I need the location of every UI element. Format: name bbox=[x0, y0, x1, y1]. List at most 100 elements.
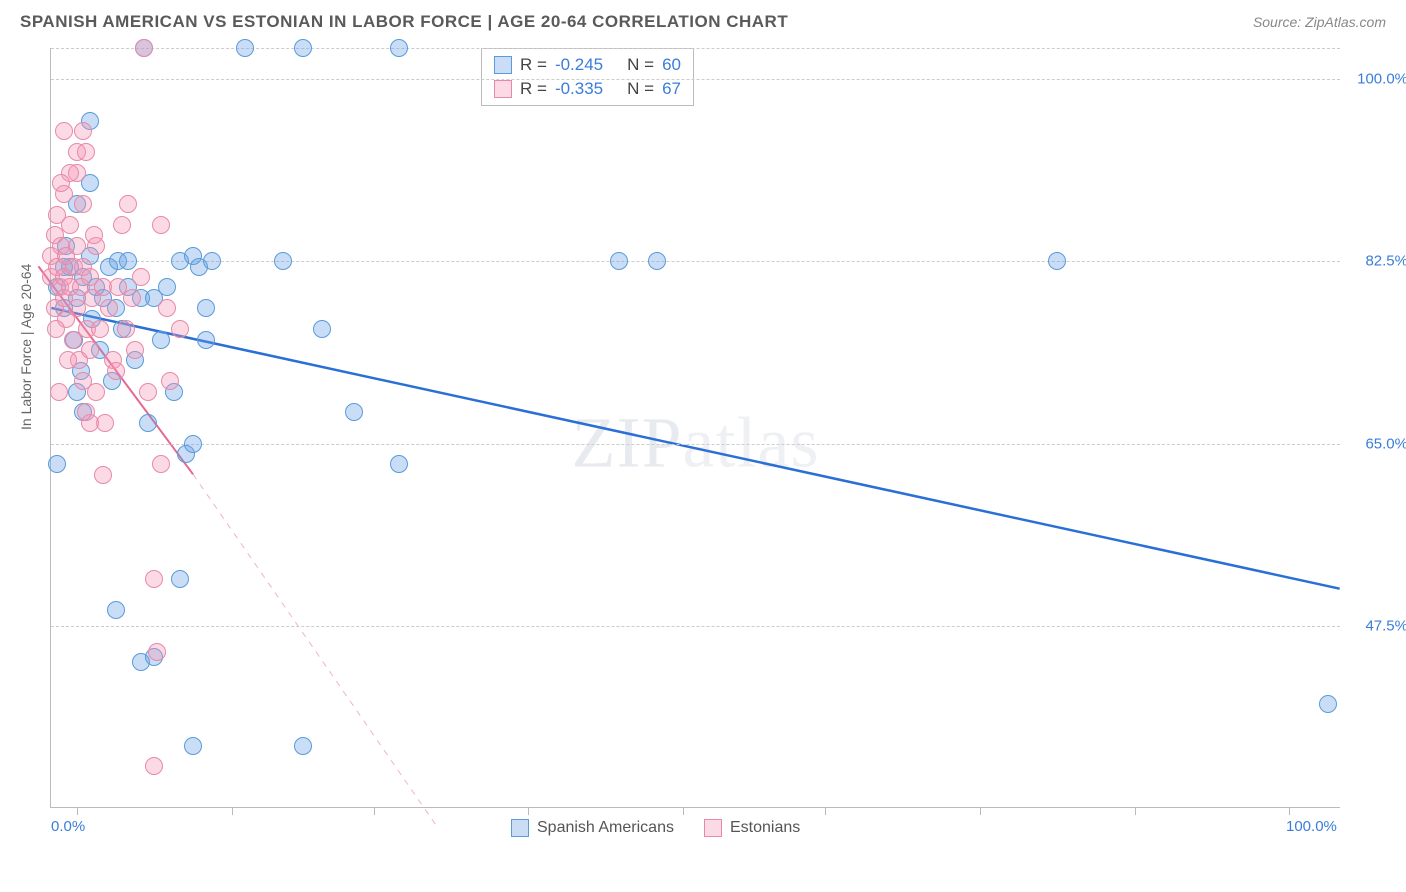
scatter-point bbox=[1048, 252, 1066, 270]
scatter-point bbox=[158, 299, 176, 317]
scatter-point bbox=[610, 252, 628, 270]
scatter-point bbox=[139, 414, 157, 432]
scatter-point bbox=[648, 252, 666, 270]
x-tick bbox=[825, 807, 826, 815]
scatter-point bbox=[294, 737, 312, 755]
swatch-icon bbox=[494, 56, 512, 74]
watermark-part1: ZIP bbox=[572, 402, 683, 482]
x-tick bbox=[528, 807, 529, 815]
stats-legend-box: R = -0.245 N = 60 R = -0.335 N = 67 bbox=[481, 48, 694, 106]
scatter-point bbox=[345, 403, 363, 421]
n-label: N = bbox=[627, 55, 654, 75]
scatter-point bbox=[47, 320, 65, 338]
scatter-point bbox=[132, 268, 150, 286]
n-value: 60 bbox=[662, 55, 681, 75]
chart-source: Source: ZipAtlas.com bbox=[1253, 14, 1386, 30]
scatter-point bbox=[161, 372, 179, 390]
scatter-point bbox=[171, 570, 189, 588]
x-tick bbox=[374, 807, 375, 815]
legend-item: Spanish Americans bbox=[511, 819, 674, 837]
legend-item: Estonians bbox=[704, 819, 800, 837]
stats-row: R = -0.245 N = 60 bbox=[494, 53, 681, 77]
y-tick-label: 82.5% bbox=[1348, 253, 1406, 270]
scatter-point bbox=[68, 299, 86, 317]
watermark-part2: atlas bbox=[683, 402, 820, 482]
scatter-point bbox=[390, 455, 408, 473]
scatter-point bbox=[96, 414, 114, 432]
scatter-point bbox=[91, 320, 109, 338]
scatter-point bbox=[139, 383, 157, 401]
scatter-point bbox=[390, 39, 408, 57]
x-tick bbox=[1289, 807, 1290, 815]
x-tick bbox=[980, 807, 981, 815]
scatter-point bbox=[171, 320, 189, 338]
trend-lines-svg bbox=[51, 48, 1340, 807]
scatter-point bbox=[158, 278, 176, 296]
swatch-icon bbox=[704, 819, 722, 837]
n-label: N = bbox=[627, 79, 654, 99]
scatter-point bbox=[74, 195, 92, 213]
chart-header: SPANISH AMERICAN VS ESTONIAN IN LABOR FO… bbox=[0, 0, 1406, 38]
r-label: R = bbox=[520, 55, 547, 75]
scatter-point bbox=[61, 216, 79, 234]
swatch-icon bbox=[511, 819, 529, 837]
x-tick-label: 100.0% bbox=[1286, 818, 1337, 835]
r-value: -0.335 bbox=[555, 79, 603, 99]
y-tick-label: 65.0% bbox=[1348, 435, 1406, 452]
scatter-point bbox=[236, 39, 254, 57]
y-tick-label: 100.0% bbox=[1348, 71, 1406, 88]
gridline-horizontal bbox=[51, 79, 1340, 80]
scatter-point bbox=[184, 435, 202, 453]
scatter-point bbox=[126, 341, 144, 359]
scatter-point bbox=[48, 455, 66, 473]
y-axis-label: In Labor Force | Age 20-64 bbox=[18, 264, 34, 430]
scatter-point bbox=[203, 252, 221, 270]
gridline-horizontal bbox=[51, 626, 1340, 627]
x-tick bbox=[77, 807, 78, 815]
scatter-point bbox=[94, 466, 112, 484]
scatter-point bbox=[77, 143, 95, 161]
stats-row: R = -0.335 N = 67 bbox=[494, 77, 681, 101]
scatter-point bbox=[85, 226, 103, 244]
x-tick bbox=[1135, 807, 1136, 815]
scatter-point bbox=[107, 601, 125, 619]
scatter-point bbox=[87, 383, 105, 401]
scatter-point bbox=[59, 351, 77, 369]
legend-label: Estonians bbox=[730, 819, 800, 837]
scatter-point bbox=[119, 252, 137, 270]
scatter-point bbox=[148, 643, 166, 661]
x-tick bbox=[683, 807, 684, 815]
gridline-horizontal bbox=[51, 261, 1340, 262]
chart-title: SPANISH AMERICAN VS ESTONIAN IN LABOR FO… bbox=[20, 12, 788, 32]
scatter-point bbox=[152, 216, 170, 234]
scatter-point bbox=[119, 195, 137, 213]
legend-label: Spanish Americans bbox=[537, 819, 674, 837]
scatter-point bbox=[197, 331, 215, 349]
scatter-point bbox=[55, 122, 73, 140]
gridline-horizontal bbox=[51, 444, 1340, 445]
scatter-point bbox=[145, 570, 163, 588]
series-legend: Spanish Americans Estonians bbox=[511, 819, 800, 837]
scatter-point bbox=[77, 403, 95, 421]
scatter-point bbox=[274, 252, 292, 270]
scatter-point bbox=[1319, 695, 1337, 713]
scatter-point bbox=[68, 237, 86, 255]
scatter-point bbox=[113, 216, 131, 234]
r-value: -0.245 bbox=[555, 55, 603, 75]
y-tick-label: 47.5% bbox=[1348, 617, 1406, 634]
swatch-icon bbox=[494, 80, 512, 98]
n-value: 67 bbox=[662, 79, 681, 99]
scatter-chart: ZIPatlas R = -0.245 N = 60 R = -0.335 N … bbox=[50, 48, 1340, 808]
scatter-point bbox=[123, 289, 141, 307]
scatter-point bbox=[135, 39, 153, 57]
scatter-point bbox=[184, 737, 202, 755]
scatter-point bbox=[50, 383, 68, 401]
scatter-point bbox=[152, 455, 170, 473]
scatter-point bbox=[117, 320, 135, 338]
scatter-point bbox=[74, 122, 92, 140]
scatter-point bbox=[145, 757, 163, 775]
scatter-point bbox=[294, 39, 312, 57]
scatter-point bbox=[107, 362, 125, 380]
scatter-point bbox=[152, 331, 170, 349]
x-tick-label: 0.0% bbox=[51, 818, 85, 835]
